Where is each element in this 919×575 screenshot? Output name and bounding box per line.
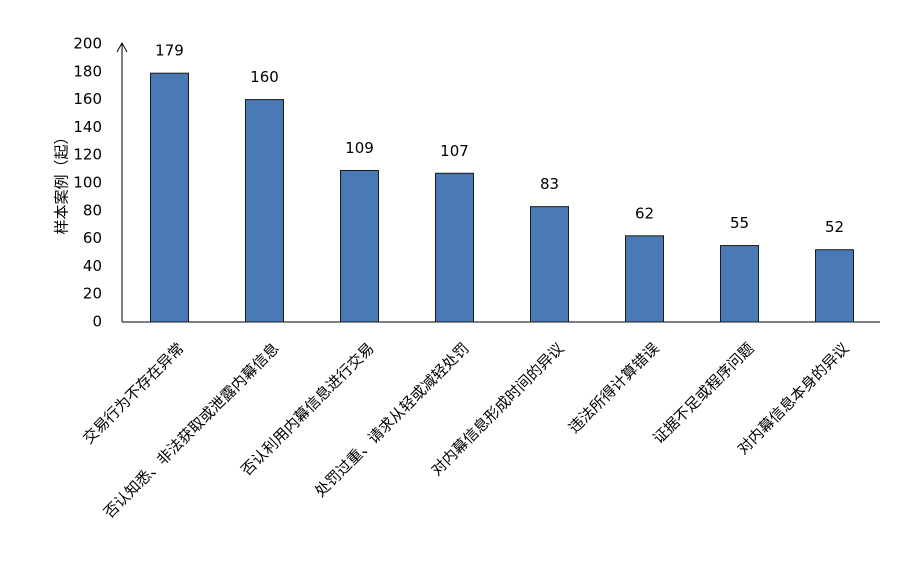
data-label: 52 — [825, 218, 844, 236]
y-tick-label: 180 — [73, 62, 102, 80]
bar — [150, 72, 189, 323]
y-tick-label: 100 — [73, 174, 102, 192]
bar — [815, 249, 854, 323]
bar — [245, 99, 284, 323]
x-tick-label: 处罚过重、请求从轻或减轻处罚 — [311, 339, 472, 500]
y-axis-label: 样本案例（起） — [53, 129, 71, 234]
data-label: 62 — [635, 204, 654, 222]
x-tick-label: 证据不足或程序问题 — [649, 339, 757, 447]
data-label: 160 — [250, 68, 279, 86]
y-tick-label: 60 — [83, 229, 102, 247]
y-tick-label: 20 — [83, 285, 102, 303]
x-tick-label: 交易行为不存在异常 — [79, 339, 187, 447]
data-label: 107 — [440, 142, 469, 160]
bar — [625, 235, 664, 323]
x-tick-label: 否认知悉、非法获取或泄露内幕信息 — [100, 339, 282, 521]
y-axis-arrow — [116, 41, 128, 53]
y-tick-label: 120 — [73, 146, 102, 164]
y-tick-label: 160 — [73, 90, 102, 108]
y-tick-label: 140 — [73, 118, 102, 136]
x-tick-label: 违法所得计算错误 — [565, 339, 663, 437]
bar — [530, 206, 569, 323]
data-label: 83 — [540, 175, 559, 193]
y-tick-label: 0 — [92, 313, 102, 331]
data-label: 109 — [345, 139, 374, 157]
bar — [435, 172, 474, 323]
y-tick-label: 80 — [83, 201, 102, 219]
data-label: 55 — [730, 214, 749, 232]
bar — [720, 245, 759, 323]
data-label: 179 — [155, 42, 184, 60]
y-tick-label: 40 — [83, 257, 102, 275]
bar — [340, 169, 379, 323]
y-tick-label: 200 — [73, 35, 102, 53]
